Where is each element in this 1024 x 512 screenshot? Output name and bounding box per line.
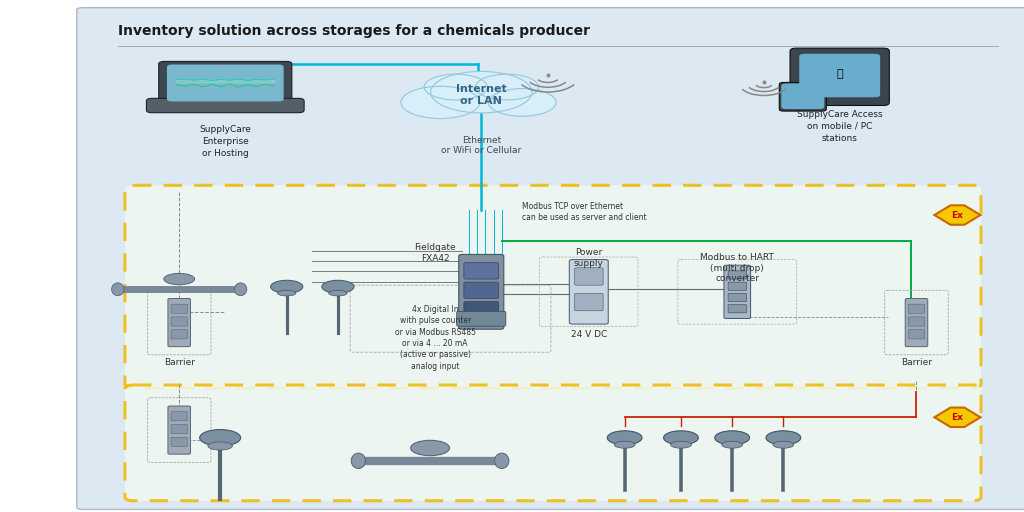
- Ellipse shape: [208, 442, 232, 450]
- Ellipse shape: [112, 283, 124, 295]
- Ellipse shape: [671, 441, 691, 448]
- Polygon shape: [935, 205, 981, 225]
- Ellipse shape: [773, 441, 794, 448]
- Text: Modbus TCP over Ethernet
can be used as server and client: Modbus TCP over Ethernet can be used as …: [522, 202, 647, 222]
- FancyBboxPatch shape: [728, 271, 746, 279]
- FancyBboxPatch shape: [908, 304, 925, 313]
- Text: Internet
or LAN: Internet or LAN: [456, 84, 507, 105]
- Ellipse shape: [664, 431, 698, 445]
- FancyBboxPatch shape: [574, 293, 603, 311]
- FancyBboxPatch shape: [171, 330, 187, 339]
- Text: 24 V DC: 24 V DC: [570, 330, 607, 339]
- FancyBboxPatch shape: [125, 185, 981, 388]
- FancyBboxPatch shape: [781, 83, 824, 109]
- Ellipse shape: [475, 74, 539, 100]
- Ellipse shape: [495, 453, 509, 468]
- Ellipse shape: [607, 431, 642, 445]
- Ellipse shape: [200, 430, 241, 446]
- Text: Ex: Ex: [951, 413, 964, 422]
- Ellipse shape: [234, 283, 247, 295]
- FancyBboxPatch shape: [574, 268, 603, 285]
- FancyBboxPatch shape: [724, 265, 751, 318]
- FancyBboxPatch shape: [168, 298, 190, 347]
- Text: Barrier: Barrier: [901, 358, 932, 368]
- FancyBboxPatch shape: [905, 298, 928, 347]
- Text: Barrier: Barrier: [164, 358, 195, 368]
- Ellipse shape: [424, 74, 487, 100]
- Ellipse shape: [722, 441, 742, 448]
- FancyBboxPatch shape: [125, 385, 981, 501]
- Bar: [418, 100, 545, 113]
- FancyBboxPatch shape: [159, 61, 292, 104]
- Ellipse shape: [411, 440, 450, 456]
- FancyBboxPatch shape: [77, 8, 1024, 509]
- Text: Ex: Ex: [951, 210, 964, 220]
- FancyBboxPatch shape: [728, 293, 746, 302]
- Ellipse shape: [488, 89, 556, 116]
- FancyBboxPatch shape: [569, 260, 608, 324]
- Ellipse shape: [715, 431, 750, 445]
- Ellipse shape: [278, 290, 296, 296]
- FancyBboxPatch shape: [167, 65, 284, 101]
- Ellipse shape: [400, 86, 479, 118]
- Ellipse shape: [329, 290, 347, 296]
- FancyBboxPatch shape: [457, 311, 506, 326]
- Text: SupplyCare
Enterprise
or Hosting: SupplyCare Enterprise or Hosting: [200, 125, 251, 158]
- FancyBboxPatch shape: [464, 282, 499, 298]
- Text: Modbus to HART
(multi drop)
converter: Modbus to HART (multi drop) converter: [700, 253, 774, 283]
- FancyBboxPatch shape: [791, 48, 889, 105]
- FancyBboxPatch shape: [168, 406, 190, 454]
- FancyBboxPatch shape: [464, 263, 499, 279]
- Text: Ethernet
or WiFi or Cellular: Ethernet or WiFi or Cellular: [441, 136, 521, 155]
- Ellipse shape: [351, 453, 366, 468]
- FancyBboxPatch shape: [799, 54, 880, 97]
- Ellipse shape: [270, 280, 303, 293]
- Text: Fieldgate
FXA42: Fieldgate FXA42: [415, 243, 456, 263]
- Polygon shape: [935, 408, 981, 427]
- Text: Inventory solution across storages for a chemicals producer: Inventory solution across storages for a…: [118, 24, 590, 38]
- FancyBboxPatch shape: [459, 254, 504, 329]
- Text: SupplyCare Access
on mobile / PC
stations: SupplyCare Access on mobile / PC station…: [797, 110, 883, 143]
- Text: 4x Digital In
with pulse counter
or via Modbus RS485
or via 4 ... 20 mA
(active : 4x Digital In with pulse counter or via …: [394, 305, 476, 371]
- Ellipse shape: [766, 431, 801, 445]
- FancyBboxPatch shape: [728, 282, 746, 290]
- FancyBboxPatch shape: [171, 437, 187, 446]
- FancyBboxPatch shape: [146, 98, 304, 113]
- Ellipse shape: [614, 441, 635, 448]
- FancyBboxPatch shape: [171, 317, 187, 326]
- FancyBboxPatch shape: [728, 305, 746, 313]
- FancyBboxPatch shape: [464, 302, 499, 318]
- Text: 🗺: 🗺: [837, 69, 843, 79]
- Ellipse shape: [430, 71, 532, 113]
- FancyBboxPatch shape: [908, 317, 925, 326]
- FancyBboxPatch shape: [171, 424, 187, 434]
- FancyBboxPatch shape: [908, 330, 925, 339]
- Ellipse shape: [322, 280, 354, 293]
- FancyBboxPatch shape: [171, 412, 187, 421]
- Text: Power
supply: Power supply: [573, 248, 604, 268]
- Ellipse shape: [164, 273, 195, 285]
- FancyBboxPatch shape: [171, 304, 187, 313]
- FancyBboxPatch shape: [779, 82, 826, 111]
